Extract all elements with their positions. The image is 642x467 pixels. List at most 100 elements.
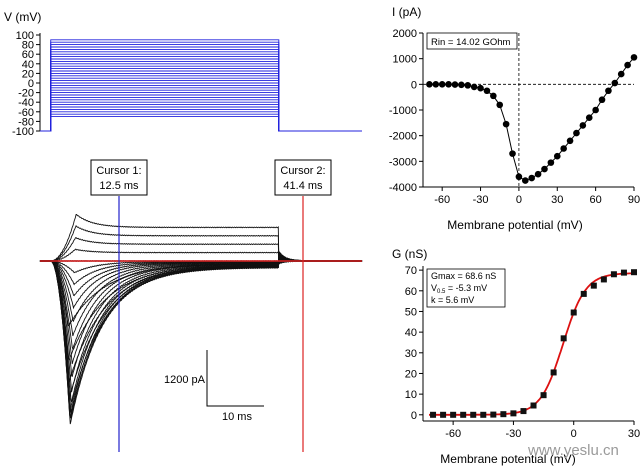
g-xlabel: Membrane potential (mV) — [440, 452, 575, 466]
g-data-point — [530, 402, 537, 409]
g-x-tick-label: -60 — [445, 428, 461, 440]
voltage-axis-title: V (mV) — [4, 10, 41, 24]
iv-data-point — [451, 81, 459, 88]
iv-y-tick-label: 0 — [411, 79, 417, 91]
g-data-point — [580, 290, 587, 297]
g-annotation-v-subscript: 0.5 — [437, 289, 446, 295]
voltage-step-trace — [40, 116, 362, 132]
iv-data-points — [426, 54, 638, 184]
cursor-2-label-box — [274, 159, 332, 196]
g-y-tick-label: 30 — [405, 348, 417, 360]
g-annotation-v-value: = -5.3 mV — [445, 283, 487, 293]
iv-data-point — [438, 81, 446, 88]
g-annotation-box — [426, 268, 506, 308]
iv-data-point — [445, 81, 452, 88]
iv-curve-panel: I (pA) 2000 1000 0 -1000 -2000 -3000 -4000 -60 -… — [389, 5, 640, 232]
g-y-tick-label: 70 — [405, 265, 417, 277]
cursor-1-label: Cursor 1: 12.5 ms — [90, 159, 148, 196]
iv-data-point — [432, 81, 440, 88]
iv-x-tick-label: 60 — [590, 194, 602, 206]
g-data-point — [631, 269, 637, 276]
g-annotation-gmax: Gmax = 68.6 nS — [431, 271, 496, 281]
g-data-point — [610, 271, 617, 278]
cursor-2-time: 41.4 ms — [283, 180, 323, 192]
iv-y-tick-label: 2000 — [393, 28, 417, 40]
g-data-point — [550, 369, 557, 376]
iv-x-tick-label: -30 — [473, 194, 489, 206]
current-sweep-trace — [39, 250, 363, 419]
g-data-point — [560, 335, 567, 342]
voltage-tick-label: -100 — [12, 126, 34, 138]
watermark: www.yeslu.cn — [527, 442, 619, 459]
iv-data-point — [630, 54, 638, 61]
iv-data-point — [490, 92, 497, 100]
iv-xlabel: Membrane potential (mV) — [447, 218, 582, 232]
cursor-1-time: 12.5 ms — [99, 180, 139, 192]
g-data-points — [430, 269, 637, 418]
voltage-traces — [40, 39, 362, 132]
g-annotation-v05: V0.5 = -5.3 mV — [431, 283, 487, 295]
voltage-tick-label: 0 — [28, 78, 34, 90]
iv-data-point — [611, 79, 619, 87]
g-title: G (nS) — [392, 247, 427, 261]
voltage-tick-label: -40 — [18, 97, 34, 109]
voltage-step-trace — [40, 60, 362, 132]
g-data-point — [450, 411, 457, 418]
iv-annotation: Rin = 14.02 GOhm — [426, 32, 518, 50]
g-data-point — [500, 411, 507, 418]
iv-data-point — [553, 152, 561, 160]
g-data-point — [440, 411, 447, 418]
voltage-tick-label: 100 — [16, 30, 34, 42]
g-x-tick-label: -30 — [505, 428, 521, 440]
iv-data-point — [477, 84, 484, 92]
iv-data-point — [560, 145, 567, 152]
iv-data-point — [617, 70, 625, 78]
iv-data-point — [605, 87, 612, 95]
iv-data-point — [483, 87, 491, 95]
iv-data-point — [534, 170, 542, 178]
iv-data-point — [464, 82, 472, 89]
iv-data-point — [502, 120, 510, 128]
iv-annotation-text: Rin = 14.02 GOhm — [431, 37, 511, 48]
iv-y-tick-label: 1000 — [393, 54, 417, 66]
iv-x-tick-label: 30 — [551, 194, 563, 206]
voltage-step-trace — [40, 41, 362, 132]
iv-data-point — [579, 122, 587, 129]
g-data-point — [460, 411, 467, 418]
iv-y-tick-label: -3000 — [389, 156, 417, 168]
iv-data-point — [573, 129, 580, 137]
cursor-2-label: Cursor 2: 41.4 ms — [274, 159, 332, 196]
voltage-tick-label: -20 — [18, 88, 34, 100]
g-x-tick-label: 0 — [571, 428, 577, 440]
voltage-step-trace — [40, 39, 362, 132]
g-x-tick-label: 30 — [628, 428, 640, 440]
current-sweep-trace — [39, 251, 363, 419]
voltage-step-trace — [40, 104, 362, 132]
iv-y-tick-label: -2000 — [389, 131, 417, 143]
voltage-step-trace — [40, 70, 362, 132]
voltage-step-trace — [40, 89, 362, 132]
iv-data-point — [592, 106, 599, 114]
g-data-point — [620, 269, 627, 276]
scale-bar: 1200 pA 10 ms — [164, 350, 264, 423]
current-traces-panel: Cursor 1: 12.5 ms Cursor 2: 41.4 ms 1200… — [39, 159, 363, 452]
scale-bar-lines — [206, 350, 264, 407]
g-data-point — [510, 410, 517, 417]
cursor-2-title: Cursor 2: — [280, 165, 325, 177]
voltage-tick-label: 20 — [22, 68, 34, 80]
scale-bar-time-label: 10 ms — [222, 411, 252, 423]
iv-data-point — [566, 137, 574, 145]
voltage-step-trace — [40, 108, 362, 132]
iv-x-tick-label: 90 — [628, 194, 640, 206]
cursor-1-label-box — [90, 159, 148, 196]
g-data-point — [470, 411, 477, 418]
voltage-tick-label: -80 — [18, 116, 34, 128]
current-sweep-trace — [39, 236, 363, 264]
iv-y-tick-label: -4000 — [389, 182, 417, 194]
voltage-step-trace — [40, 94, 362, 132]
iv-data-point — [426, 81, 433, 88]
iv-data-point — [515, 173, 523, 181]
g-y-tick-label: 20 — [405, 368, 417, 380]
iv-data-point — [585, 114, 593, 121]
